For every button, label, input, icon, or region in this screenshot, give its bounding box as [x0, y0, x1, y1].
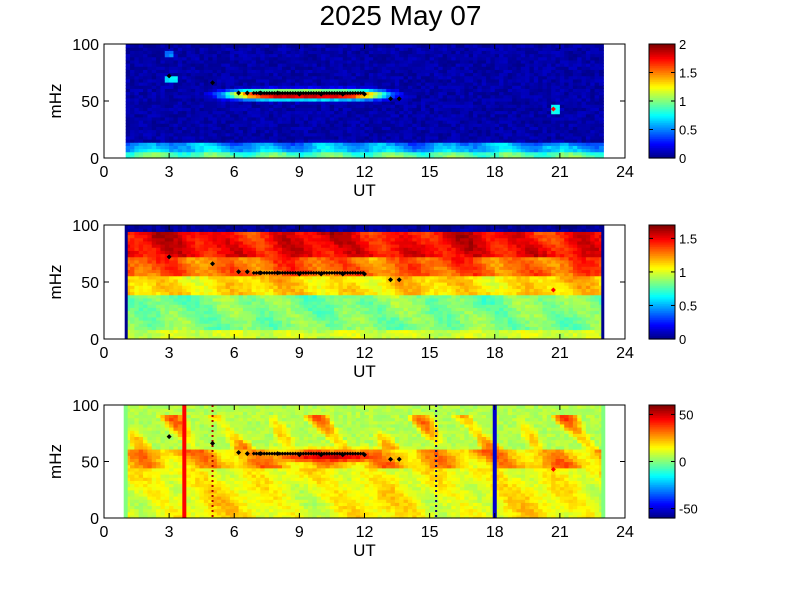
x-tick-label: 15: [421, 524, 439, 541]
x-tick-label: 21: [551, 345, 569, 362]
y-tick-label: 0: [90, 151, 99, 168]
x-tick-label: 0: [100, 524, 109, 541]
x-tick-label: 3: [165, 164, 174, 181]
x-tick-label: 18: [486, 524, 504, 541]
y-tick-label: 0: [90, 511, 99, 528]
x-tick-label: 24: [616, 164, 634, 181]
colorbar-tick-label: 0: [679, 151, 686, 166]
y-tick-label: 50: [81, 275, 99, 292]
panel-top: 0 3 6 9 12 15 18 21 24 0 50 100 UT mHz 0 0.5 1 1.5 2: [46, 37, 697, 200]
x-tick-label: 0: [100, 345, 109, 362]
data-edge-right: [601, 405, 605, 518]
x-tick-label: 12: [356, 524, 374, 541]
y-tick-label: 50: [81, 94, 99, 111]
colorbar-tick-label: 1.5: [679, 231, 697, 246]
colorbar-tick-label: 0.5: [679, 298, 697, 313]
x-tick-label: 9: [295, 164, 304, 181]
x-tick-label: 6: [230, 345, 239, 362]
x-tick-label: 0: [100, 164, 109, 181]
colorbar-tick-label: 1: [679, 265, 686, 280]
x-axis-label: UT: [353, 181, 376, 200]
x-tick-label: 15: [421, 345, 439, 362]
y-axis-label: mHz: [46, 84, 65, 119]
data-edge-right: [601, 225, 604, 339]
heatmap-cells: [126, 225, 604, 340]
x-tick-label: 24: [616, 524, 634, 541]
colorbar-tick-label: 0: [679, 332, 686, 347]
colorbar: 0 0.5 1 1.5 2: [649, 37, 697, 166]
colorbar-tick-label: 0: [679, 455, 686, 470]
colorbar-tick-label: 1: [679, 94, 686, 109]
y-axis-label: mHz: [46, 444, 65, 479]
x-tick-label: 18: [486, 164, 504, 181]
x-tick-label: 6: [230, 524, 239, 541]
x-tick-label: 18: [486, 345, 504, 362]
colorbar: -50 0 50: [649, 405, 698, 519]
y-tick-label: 50: [81, 455, 99, 472]
colorbar-tick-label: 0.5: [679, 123, 697, 138]
colorbar-tick-label: 1.5: [679, 66, 697, 81]
x-tick-label: 3: [165, 345, 174, 362]
colorbar-tick-label: 50: [679, 407, 693, 422]
data-edge-left: [125, 225, 128, 339]
x-axis-label: UT: [353, 362, 376, 381]
chart-title: 2025 May 07: [0, 0, 801, 32]
x-tick-label: 3: [165, 524, 174, 541]
panel-bottom: 0 3 6 9 12 15 18 21 24 0 50 100 UT mHz -50 0 50: [46, 398, 698, 560]
x-tick-label: 21: [551, 164, 569, 181]
x-axis-label: UT: [353, 541, 376, 560]
x-tick-label: 6: [230, 164, 239, 181]
panel-middle: 0 3 6 9 12 15 18 21 24 0 50 100 UT mHz 0 0.5 1 1.5: [46, 218, 697, 381]
y-tick-label: 0: [90, 332, 99, 349]
y-tick-label: 100: [72, 218, 99, 235]
heatmap-cells: [126, 405, 604, 519]
x-tick-label: 12: [356, 164, 374, 181]
x-tick-label: 24: [616, 345, 634, 362]
x-tick-label: 9: [295, 345, 304, 362]
x-tick-label: 12: [356, 345, 374, 362]
x-tick-label: 9: [295, 524, 304, 541]
x-tick-label: 15: [421, 164, 439, 181]
y-tick-label: 100: [72, 37, 99, 54]
data-edge-left: [124, 405, 128, 518]
colorbar: 0 0.5 1 1.5: [649, 225, 697, 347]
heatmap-cells: [126, 44, 604, 159]
colorbar-tick-label: -50: [679, 502, 698, 517]
colorbar-tick-label: 2: [679, 37, 686, 52]
x-tick-label: 21: [551, 524, 569, 541]
y-axis-label: mHz: [46, 265, 65, 300]
y-tick-label: 100: [72, 398, 99, 415]
